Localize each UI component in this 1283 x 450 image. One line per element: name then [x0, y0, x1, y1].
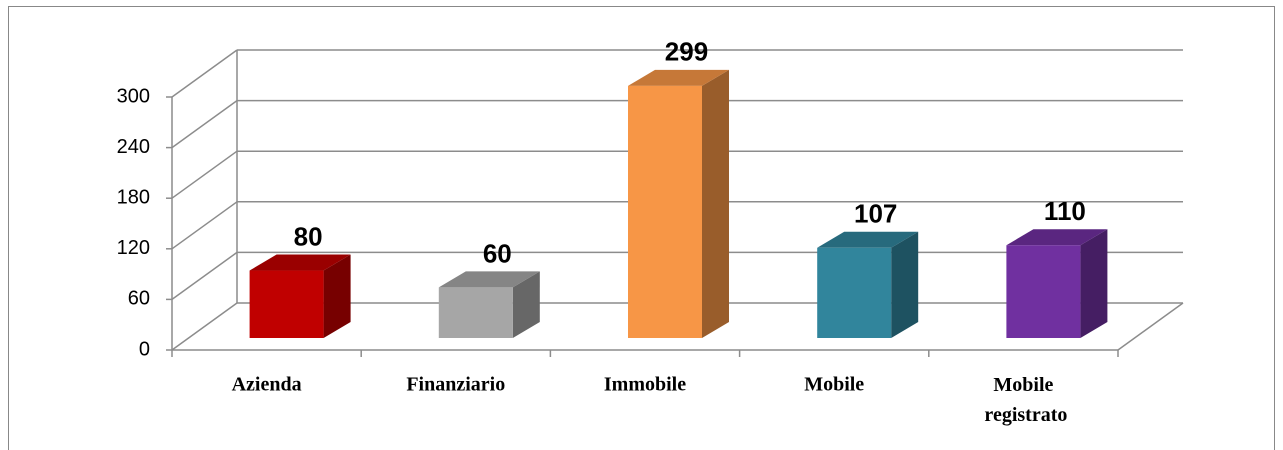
x-tick-label: Mobile	[804, 374, 864, 396]
x-tick-label: Immobile	[604, 374, 686, 396]
bar-top	[249, 254, 351, 271]
y-tick-label: 180	[117, 186, 150, 208]
x-tick-label: Finanziario	[406, 374, 505, 396]
grid-line-side	[171, 150, 238, 199]
x-tick-label: Mobile registrato	[979, 374, 1067, 426]
bar-side	[891, 231, 919, 338]
bar	[628, 85, 702, 339]
grid-line-side	[171, 201, 238, 250]
value-label: 60	[483, 238, 512, 268]
bar	[1006, 245, 1081, 338]
value-label: 80	[294, 221, 323, 251]
chart-border	[8, 6, 1275, 450]
bar-top	[438, 271, 540, 288]
value-label: 299	[665, 37, 708, 67]
bar-top	[817, 231, 919, 248]
value-label: 110	[1044, 196, 1086, 226]
bar	[817, 247, 892, 338]
bar-side	[1080, 229, 1108, 338]
bar-top	[1006, 229, 1108, 246]
grid-line-side	[171, 302, 238, 351]
bar	[438, 287, 513, 338]
y-tick-label: 120	[117, 237, 150, 259]
bar-side	[512, 271, 540, 338]
y-tick-label: 300	[117, 85, 150, 107]
bar-side	[323, 254, 351, 338]
grid-line-side	[171, 99, 238, 149]
bar-top	[628, 69, 729, 86]
y-tick-label: 0	[139, 338, 150, 360]
bar	[249, 270, 324, 338]
value-label: 107	[854, 199, 897, 229]
y-tick-label: 60	[128, 288, 150, 310]
y-tick-label: 240	[117, 136, 150, 158]
grid-line-side	[171, 49, 238, 98]
floor-right-edge	[1117, 302, 1184, 351]
bar-side	[702, 69, 729, 339]
x-tick-label: Azienda	[232, 374, 302, 396]
grid-line-side	[171, 251, 238, 301]
